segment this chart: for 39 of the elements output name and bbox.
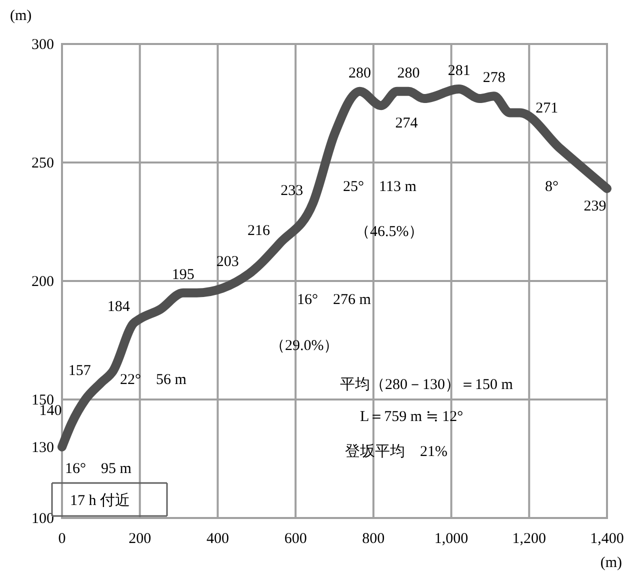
x-tick-label: 600	[284, 531, 307, 547]
data-label: 271	[536, 100, 558, 117]
data-label: 216	[248, 223, 270, 240]
data-label: 280	[397, 65, 420, 82]
annotation: 25° 113 m	[343, 179, 417, 195]
y-tick-label: 250	[32, 156, 54, 172]
annotation: 17 h 付近	[70, 492, 130, 509]
annotation: 16° 276 m	[297, 292, 372, 308]
data-label: 274	[395, 116, 418, 132]
annotation: 22° 56 m	[120, 372, 187, 388]
y-tick-label: 200	[32, 274, 54, 290]
data-label: 233	[280, 182, 304, 199]
x-tick-label: 800	[362, 531, 385, 547]
x-tick-label: 1,000	[434, 531, 468, 547]
data-label: 280	[348, 65, 372, 82]
annotation: （46.5%）	[355, 224, 424, 240]
annotation: 登坂平均 21%	[345, 443, 448, 460]
annotation: 16° 95 m	[65, 461, 132, 477]
data-label: 239	[584, 198, 606, 215]
x-tick-label: 1,200	[512, 531, 546, 547]
x-tick-label: 1,400	[590, 531, 624, 547]
x-tick-label: 200	[128, 531, 152, 547]
data-label: 278	[482, 70, 506, 86]
x-axis-title: (m)	[600, 555, 622, 571]
data-label: 157	[68, 362, 92, 379]
y-tick-label: 300	[32, 37, 54, 53]
data-label: 130	[32, 440, 54, 456]
annotation: L＝759 m ≒ 12°	[360, 409, 464, 425]
y-axis-title: (m)	[10, 8, 32, 24]
annotation: （29.0%）	[270, 338, 339, 354]
annotation: 平均（280－130）＝150 m	[340, 376, 514, 393]
data-label: 203	[216, 254, 239, 270]
data-label: 195	[172, 266, 194, 283]
y-tick-label: 100	[32, 511, 54, 527]
x-tick-label: 0	[58, 531, 66, 547]
data-label: 281	[448, 63, 470, 80]
data-label: 184	[107, 298, 130, 315]
x-tick-label: 400	[206, 531, 229, 547]
annotation: 8°	[545, 179, 558, 195]
